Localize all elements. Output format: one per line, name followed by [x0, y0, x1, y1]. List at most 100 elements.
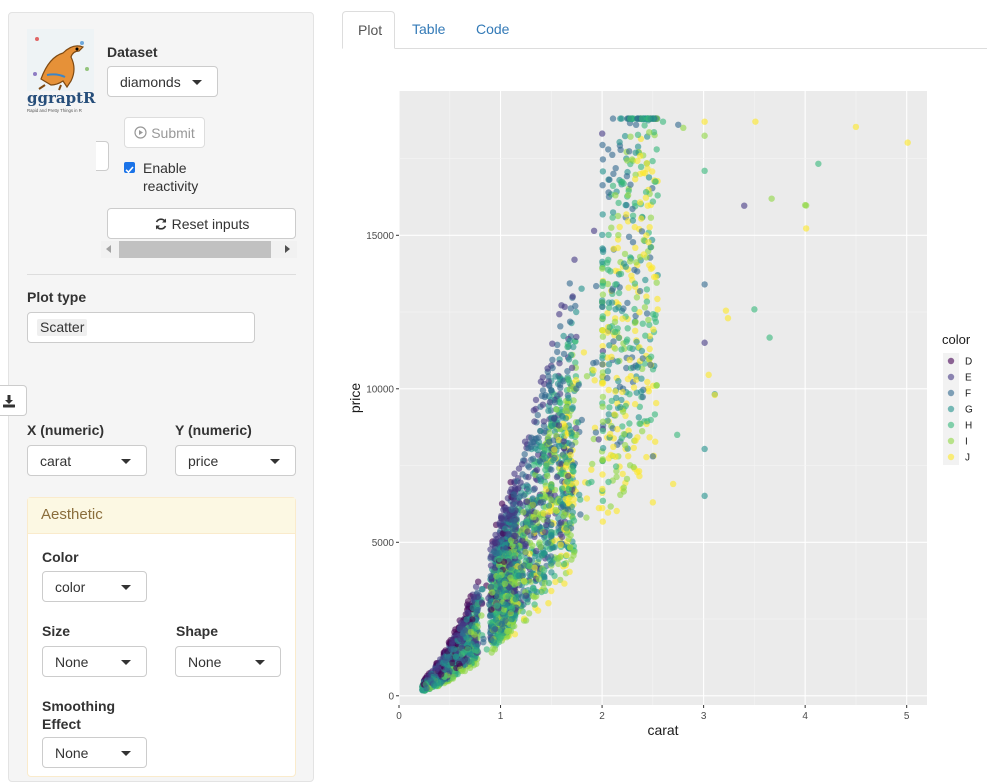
scatter-point — [609, 151, 616, 158]
scatter-point — [614, 426, 621, 433]
scatter-point — [524, 504, 532, 511]
scatter-point — [562, 415, 570, 422]
scatter-point — [609, 115, 617, 122]
scatter-point — [539, 374, 546, 381]
scrollbar-thumb[interactable] — [119, 241, 271, 258]
scatter-point — [631, 305, 638, 313]
scatter-point — [609, 182, 617, 189]
scatter-point — [469, 604, 476, 612]
scatter-point — [493, 602, 501, 609]
scatter-point — [563, 525, 570, 532]
scatter-point — [546, 438, 553, 445]
scatter-point — [651, 411, 659, 418]
reactivity-checkbox[interactable] — [124, 162, 135, 174]
chevron-down-icon — [121, 585, 131, 590]
scatter-point — [583, 495, 591, 502]
scatter-point — [701, 167, 708, 175]
scatter-point — [605, 299, 613, 306]
scatter-point — [643, 298, 651, 305]
scatter-point — [528, 443, 535, 450]
scatter-point — [628, 156, 636, 163]
legend-title: color — [942, 332, 971, 347]
tab-table[interactable]: Table — [412, 21, 445, 37]
smoothing-select[interactable]: None — [42, 737, 147, 768]
scatter-point — [566, 280, 573, 287]
legend-label: F — [965, 389, 971, 400]
scatter-point — [568, 429, 575, 437]
scatter-point — [543, 486, 550, 493]
scroll-left-arrow-icon[interactable] — [106, 245, 111, 253]
play-circle-icon — [134, 126, 147, 139]
scatter-point — [534, 607, 542, 614]
scatter-point — [527, 578, 535, 585]
horizontal-scrollbar[interactable] — [101, 241, 297, 258]
scatter-point — [620, 484, 627, 491]
scatter-point — [701, 118, 708, 125]
scatter-point — [623, 475, 631, 483]
x-tick-label: 1 — [498, 711, 504, 722]
y-select[interactable]: price — [175, 445, 296, 476]
scatter-point — [538, 443, 546, 450]
scatter-point — [434, 664, 442, 672]
scatter-point — [531, 601, 538, 608]
scatter-point — [599, 497, 607, 504]
scatter-point — [632, 121, 640, 128]
scatter-point — [766, 334, 773, 341]
scatter-point — [675, 121, 682, 128]
scatter-point — [507, 574, 514, 581]
scatter-point — [474, 607, 481, 614]
download-button[interactable] — [0, 385, 27, 416]
x-select-value: carat — [40, 452, 72, 469]
tab-plot[interactable]: Plot — [342, 11, 395, 49]
scatter-point — [615, 377, 622, 385]
scatter-point — [487, 553, 494, 560]
scatter-point — [531, 564, 538, 571]
tab-code[interactable]: Code — [476, 21, 509, 37]
scatter-point — [604, 354, 611, 361]
scatter-point — [624, 157, 631, 164]
scatter-point — [522, 617, 530, 624]
y-select-value: price — [188, 452, 219, 469]
scatter-point — [591, 377, 598, 384]
scatter-point — [593, 282, 600, 290]
scatter-point — [634, 364, 641, 371]
scatter-point — [493, 610, 500, 617]
scatter-point — [599, 141, 606, 149]
scatter-point — [564, 506, 572, 513]
logo-tagline: Rapid and Pretty Things in R — [27, 108, 82, 113]
scatter-point — [548, 484, 555, 491]
size-select[interactable]: None — [42, 646, 147, 677]
aesthetic-panel-header[interactable]: Aesthetic — [28, 498, 295, 534]
submit-button[interactable]: Submit — [124, 117, 205, 148]
scatter-point — [610, 170, 617, 177]
y-tick-label: 15000 — [366, 231, 394, 242]
scatter-point — [548, 569, 555, 576]
scatter-point — [527, 572, 535, 579]
shape-select[interactable]: None — [175, 646, 281, 677]
plot-type-chip[interactable]: Scatter — [37, 319, 88, 336]
scatter-point — [566, 544, 574, 551]
scatter-point — [533, 466, 541, 474]
scatter-point — [557, 576, 564, 584]
scatter-point — [565, 472, 572, 480]
plot-type-select[interactable]: Scatter — [27, 312, 255, 343]
size-label: Size — [42, 623, 71, 639]
x-select[interactable]: carat — [27, 445, 147, 476]
scatter-point — [626, 344, 633, 352]
color-select[interactable]: color — [42, 571, 147, 602]
dataset-select[interactable]: diamonds — [107, 66, 218, 97]
scatter-point — [627, 181, 634, 188]
scatter-point — [562, 424, 569, 431]
scatter-point — [564, 459, 571, 466]
scatter-point — [616, 138, 623, 146]
scroll-right-arrow-icon[interactable] — [285, 245, 290, 253]
scatter-point — [595, 436, 602, 443]
legend-label: G — [965, 405, 973, 416]
legend-key-point — [947, 389, 955, 397]
scatter-point — [599, 299, 606, 306]
reset-inputs-button[interactable]: Reset inputs — [107, 208, 296, 239]
scatter-point — [488, 649, 495, 656]
scatter-point — [751, 306, 758, 313]
scatter-point — [531, 524, 538, 531]
